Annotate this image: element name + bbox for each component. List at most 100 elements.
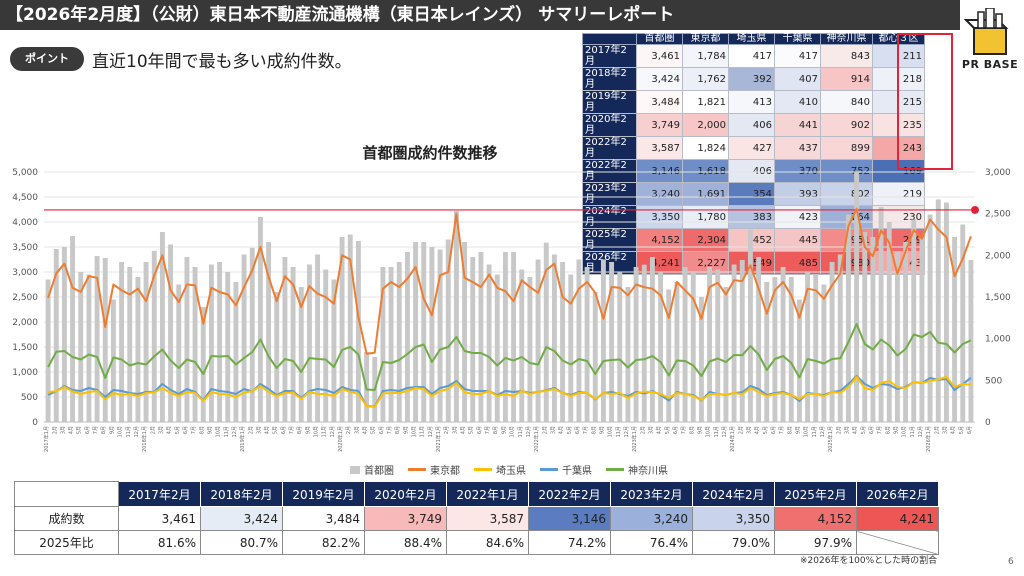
ratio-cell: 80.7% (200, 530, 283, 555)
x-tick-label: 11月 (812, 426, 818, 437)
bar-mark (535, 259, 541, 422)
bar-mark (61, 247, 67, 422)
x-tick-label: 9月 (403, 426, 409, 434)
report-title: 【2026年2月度】（公財）東日本不動産流通機構（東日本レインズ） サマリーレポ… (0, 0, 960, 30)
comparison-col-header: 2026年2月 (856, 481, 939, 507)
x-tick-label: 2月 (738, 426, 744, 434)
x-tick-label: 10月 (608, 426, 614, 437)
bar-mark (396, 262, 402, 422)
bar-mark (347, 234, 353, 422)
bar-mark (960, 224, 966, 422)
bar-mark (592, 292, 598, 422)
summary-cell: 1,762 (682, 67, 729, 91)
summary-cell: 3,484 (636, 90, 683, 114)
bar-mark (927, 214, 933, 422)
x-tick-label: 2026年1月 (925, 426, 932, 452)
x-tick-label: 7月 (387, 426, 393, 434)
summary-col-header: 都心３区 (872, 33, 925, 45)
x-tick-label: 7月 (583, 426, 589, 434)
x-tick-label: 6月 (281, 426, 287, 434)
comparison-col-header: 2020年2月 (364, 481, 447, 507)
summary-cell: 417 (728, 44, 775, 68)
comparison-table: 2017年2月 2018年2月 2019年2月 2020年2月 2022年1月 2022年… (14, 481, 939, 555)
x-tick-label: 3月 (648, 426, 654, 434)
summary-cell: 219 (872, 182, 925, 206)
summary-row-label: 2022年2月 (582, 159, 637, 183)
y-tick-label: 500 (21, 393, 38, 403)
count-cell: 3,484 (282, 506, 365, 531)
bar-mark (208, 264, 214, 422)
y-tick-label: 4,000 (12, 218, 38, 228)
y-tick-label: 2,500 (12, 293, 38, 303)
y-tick-label: 4,500 (12, 193, 38, 203)
x-tick-label: 4月 (363, 426, 369, 434)
bar-mark (274, 292, 280, 422)
x-tick-label: 9月 (599, 426, 605, 434)
bar-mark (813, 274, 819, 422)
summary-cell: 393 (774, 182, 821, 206)
x-tick-label: 6月 (85, 426, 91, 434)
x-tick-label: 2024年1月 (729, 426, 736, 452)
x-tick-label: 5月 (371, 426, 377, 434)
summary-cell: 370 (774, 159, 821, 183)
x-tick-label: 12月 (232, 426, 238, 437)
bar-mark (886, 222, 892, 422)
x-tick-label: 2月 (248, 426, 254, 434)
summary-cell: 211 (872, 44, 925, 68)
bar-mark (674, 282, 680, 422)
x-tick-label: 9月 (893, 426, 899, 434)
x-tick-label: 7月 (877, 426, 883, 434)
bar-mark (731, 264, 737, 422)
bar-mark (462, 242, 468, 422)
comparison-row-ratio: 2025年比 81.6% 80.7% 82.2% 88.4% 84.6% 74.2% 76.… (14, 530, 939, 555)
bar-mark (625, 287, 631, 422)
x-tick-label: 2018年1月 (141, 426, 148, 452)
bar-mark (323, 269, 329, 422)
comparison-corner (14, 481, 119, 507)
bar-mark (135, 277, 141, 422)
x-tick-label: 10月 (118, 426, 124, 437)
x-tick-label: 12月 (820, 426, 826, 437)
x-tick-label: 6月 (477, 426, 483, 434)
summary-cell: 427 (728, 136, 775, 160)
bar-mark (421, 242, 427, 422)
bar-mark (943, 202, 949, 422)
x-tick-label: 5月 (175, 426, 181, 434)
bar-mark (192, 267, 198, 422)
summary-cell: 1,784 (682, 44, 729, 68)
y2-tick-label: 1,000 (985, 335, 1011, 345)
summary-cell: 417 (774, 44, 821, 68)
count-cell: 4,241 (856, 506, 939, 531)
x-tick-label: 12月 (134, 426, 140, 437)
series-line (47, 207, 972, 355)
bar-mark (715, 269, 721, 422)
bar-mark (682, 267, 688, 422)
ratio-cell: 81.6% (118, 530, 201, 555)
bar-mark (560, 262, 566, 422)
bar-mark (45, 279, 51, 422)
x-tick-label: 5月 (861, 426, 867, 434)
x-tick-label: 2022年1月 (533, 426, 540, 452)
bar-mark (878, 207, 884, 422)
x-tick-label: 7月 (485, 426, 491, 434)
x-tick-label: 2020年1月 (337, 426, 344, 452)
x-tick-label: 8月 (297, 426, 303, 434)
x-tick-label: 12月 (330, 426, 336, 437)
legend-item: 千葉県 (540, 462, 592, 477)
y-tick-label: 0 (32, 418, 38, 428)
x-tick-label: 5月 (469, 426, 475, 434)
legend-swatch (474, 468, 492, 471)
x-tick-label: 8月 (885, 426, 891, 434)
bar-mark (519, 269, 525, 422)
summary-col-header: 千葉県 (774, 33, 821, 45)
summary-cell: 410 (774, 90, 821, 114)
bar-mark (543, 242, 549, 422)
ratio-cell: 97.9% (774, 530, 857, 555)
x-tick-label: 2月 (52, 426, 58, 434)
legend-item: 埼玉県 (474, 462, 526, 477)
summary-cell: 1,821 (682, 90, 729, 114)
chart-legend: 首都圏 東京都 埼玉県 千葉県 神奈川県 (350, 462, 668, 477)
summary-row: 2024年2月 3,350 1,780 383 423 764 230 (582, 205, 925, 229)
summary-col-header: 埼玉県 (728, 33, 775, 45)
